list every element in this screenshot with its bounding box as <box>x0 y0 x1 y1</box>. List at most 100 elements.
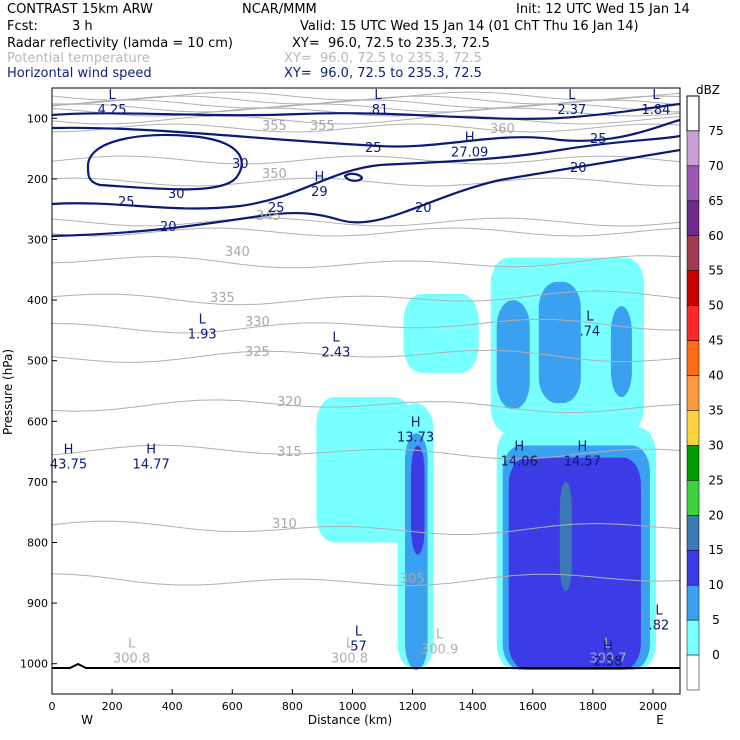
theta-contour-0 <box>52 91 680 101</box>
x-tick-label-8: 1600 <box>519 700 547 713</box>
extremum-value-3: 1.84 <box>641 103 670 118</box>
y-tick-label-7: 800 <box>27 537 48 550</box>
field-xy-wind: XY= 96.0, 72.5 to 235.3, 72.5 <box>284 66 482 81</box>
reflectivity-cell-5 <box>502 445 650 670</box>
model-title: CONTRAST 15km ARW <box>7 2 153 17</box>
org-label: NCAR/MMM <box>242 2 317 17</box>
y-tick-label-3: 400 <box>27 294 48 307</box>
x-tick-label-2: 400 <box>162 700 183 713</box>
extremum-type-3: L <box>652 88 660 103</box>
y-tick-label-0: 100 <box>27 112 48 125</box>
reflectivity-cell-6 <box>508 457 641 670</box>
wind-label-6: 20 <box>570 161 587 176</box>
theta-contour-7 <box>52 155 680 165</box>
extremum-type-1: L <box>374 88 382 103</box>
theta-label-2: 350 <box>262 167 287 182</box>
reflectivity-cell-7 <box>559 481 572 591</box>
reflectivity-cell-2 <box>405 433 428 670</box>
wind-contour-1 <box>52 118 680 148</box>
extremum-type-9: H <box>411 415 421 430</box>
extremum-value-18: 57 <box>350 639 367 654</box>
colorbar-label-40: 40 <box>708 369 723 383</box>
theta-label-10: 310 <box>272 517 297 532</box>
theta-contour-16 <box>52 444 680 460</box>
theta-contour-5 <box>52 115 680 125</box>
field-name-theta: Potential temperature <box>7 51 150 66</box>
colorbar-swatch-40 <box>686 375 700 411</box>
fcst-value: 3 h <box>72 19 93 34</box>
y-tick-label-4: 500 <box>27 355 48 368</box>
x-tick-label-4: 800 <box>282 700 303 713</box>
extremum-value-5: 29 <box>311 185 328 200</box>
extremum-value-8: .74 <box>580 324 601 339</box>
extremum-value-16: 300.9 <box>421 643 458 658</box>
theta-label-11: 305 <box>400 572 425 587</box>
extremum-value-11: 14.77 <box>133 458 170 473</box>
theta-contour-12 <box>52 290 680 306</box>
extremum-value-0: 4.25 <box>98 103 127 118</box>
colorbar-swatch-15 <box>686 549 700 586</box>
y-tick-label-6: 700 <box>27 476 48 489</box>
colorbar-swatch-30 <box>686 445 700 481</box>
colorbar-label-20: 20 <box>708 508 723 522</box>
reflectivity-cell-10 <box>496 300 530 410</box>
extremum-value-13: 14.57 <box>564 455 601 470</box>
extremum-value-20: .82 <box>649 618 670 633</box>
wind-label-7: 20 <box>415 201 432 216</box>
y-tick-label-2: 300 <box>27 234 48 247</box>
theta-label-6: 330 <box>245 315 270 330</box>
plot-frame <box>51 87 681 695</box>
colorbar-label-45: 45 <box>708 334 723 348</box>
theta-contour-18 <box>52 573 680 587</box>
wind-contour-3 <box>52 134 680 210</box>
extremum-type-13: H <box>577 440 587 455</box>
colorbar-label-60: 60 <box>708 229 723 243</box>
extremum-type-0: L <box>108 88 116 103</box>
x-tick-label-0: 0 <box>49 700 56 713</box>
colorbar-label-35: 35 <box>708 403 723 417</box>
y-tick-label-1: 200 <box>27 173 48 186</box>
extremum-value-4: 27.09 <box>451 146 488 161</box>
colorbar-label-50: 50 <box>708 299 723 313</box>
field-name-reflectivity: Radar reflectivity (lamda = 10 cm) <box>7 36 233 51</box>
x-tick-label-10: 2000 <box>639 700 667 713</box>
extremum-value-12: 14.06 <box>501 455 538 470</box>
colorbar-swatch-0 <box>686 654 700 691</box>
extremum-value-1: .81 <box>368 103 389 118</box>
wind-contour-5 <box>343 172 364 182</box>
theta-label-12: 360 <box>490 122 515 137</box>
colorbar-label-10: 10 <box>708 578 723 592</box>
theta-contour-4 <box>52 107 680 117</box>
x-axis-east-label: E <box>656 713 664 727</box>
colorbar-swatch-5 <box>686 619 700 656</box>
wind-label-8: 20 <box>160 220 177 235</box>
y-axis: 100 200 300 400 500 600 700 800 900 1000 <box>20 112 57 671</box>
wind-contours <box>52 102 680 238</box>
colorbar-swatch-35 <box>686 410 700 446</box>
extremum-type-2: L <box>568 88 576 103</box>
colorbar-swatch-50 <box>686 305 700 341</box>
x-axis-west-label: W <box>81 713 93 727</box>
theta-contour-3 <box>52 103 680 113</box>
colorbar-swatch-20 <box>686 515 700 551</box>
extremum-value-6: 1.93 <box>188 327 217 342</box>
field-name-wind: Horizontal wind speed <box>7 66 152 81</box>
reflectivity-cell-1 <box>397 403 434 670</box>
theta-label-0: 355 <box>262 119 287 134</box>
x-tick-label-7: 1400 <box>459 700 487 713</box>
extremum-type-6: L <box>199 312 207 327</box>
colorbar-swatch-75 <box>686 130 700 167</box>
colorbar-swatch-55 <box>686 270 700 306</box>
colorbar-top-box <box>686 95 700 132</box>
wind-label-4: 25 <box>365 141 382 156</box>
theta-contours <box>52 91 680 587</box>
colorbar-label-55: 55 <box>708 264 723 278</box>
init-time: Init: 12 UTC Wed 15 Jan 14 <box>516 2 690 17</box>
reflectivity-cell-9 <box>490 257 644 434</box>
x-axis-label: Distance (km) <box>308 713 392 727</box>
wind-contour-2 <box>86 133 243 191</box>
x-tick-label-5: 1000 <box>338 700 366 713</box>
reflectivity-cell-3 <box>411 445 425 555</box>
extremum-type-11: H <box>146 443 156 458</box>
